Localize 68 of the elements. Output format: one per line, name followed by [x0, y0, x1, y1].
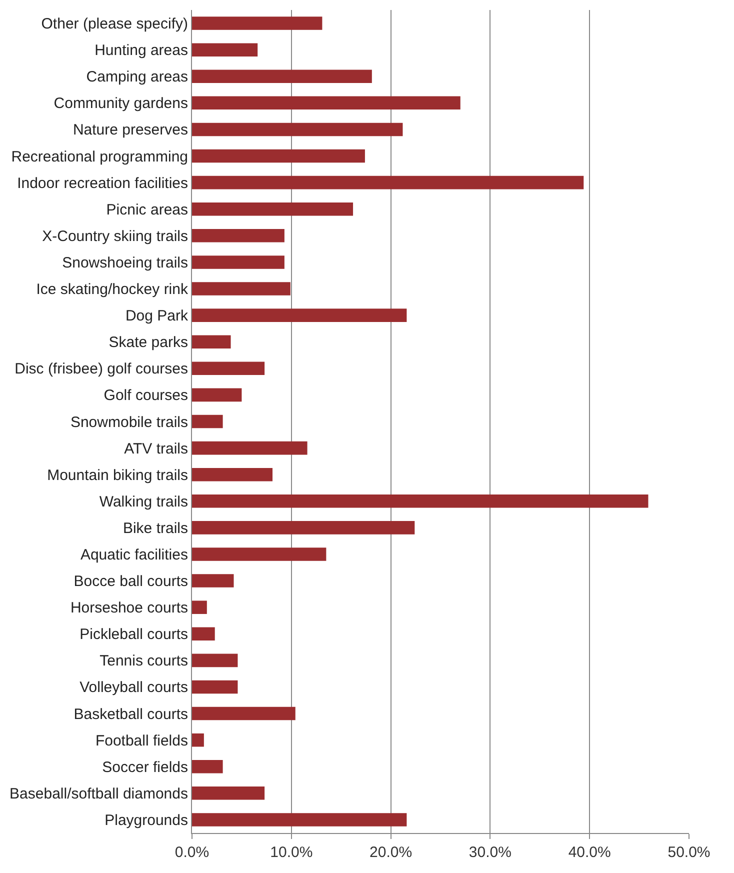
- bar: [192, 627, 215, 641]
- y-tick-label: Bocce ball courts: [74, 573, 188, 590]
- y-tick-label: Camping areas: [86, 68, 188, 86]
- y-tick-label: Community gardens: [54, 95, 188, 112]
- bar: [192, 202, 354, 216]
- y-tick-label: Mountain biking trails: [47, 466, 188, 484]
- bar: [192, 388, 242, 402]
- y-tick-label: Snowmobile trails: [70, 414, 188, 431]
- bar: [192, 229, 284, 242]
- bar: [192, 813, 407, 826]
- bar: [192, 282, 290, 296]
- y-tick-label: Golf courses: [104, 387, 188, 404]
- y-tick-label: Bike trails: [122, 520, 188, 537]
- y-tick-label: Soccer fields: [102, 758, 188, 776]
- bar: [192, 308, 407, 322]
- x-tick-label: 50.0%: [668, 844, 710, 861]
- y-tick-label: Dog Park: [125, 308, 188, 325]
- bar: [192, 680, 238, 694]
- bar: [192, 521, 415, 534]
- bar: [192, 362, 265, 376]
- y-tick-label: Football fields: [95, 732, 188, 750]
- y-tick-label: Snowshoeing trails: [62, 254, 188, 272]
- y-tick-label: Recreational programming: [11, 148, 188, 166]
- bar: [192, 414, 223, 428]
- bar: [192, 335, 231, 348]
- y-tick-label: Pickleball courts: [80, 626, 188, 644]
- bar: [192, 706, 296, 720]
- x-tick-label: 0.0%: [174, 844, 210, 861]
- bar: [192, 176, 584, 190]
- y-tick-label: Ice skating/hockey rink: [36, 281, 188, 298]
- bar: [192, 760, 223, 774]
- bar: [192, 733, 204, 747]
- y-tick-label: Indoor recreation facilities: [17, 174, 188, 192]
- y-tick-label: X-Country skiing trails: [42, 228, 188, 245]
- bar: [192, 654, 238, 668]
- x-tick-label: 40.0%: [568, 844, 611, 861]
- bar: [192, 468, 273, 482]
- bar: [192, 494, 648, 508]
- bar: [192, 149, 365, 163]
- bar: [192, 548, 326, 561]
- y-tick-label: Volleyball courts: [80, 679, 188, 696]
- bar: [192, 256, 284, 269]
- x-tick-label: 30.0%: [468, 844, 512, 861]
- y-tick-label: Picnic areas: [106, 201, 188, 218]
- bar: [192, 43, 258, 56]
- y-tick-label: Playgrounds: [104, 812, 188, 829]
- bar: [192, 96, 460, 110]
- x-tick-label: 20.0%: [370, 844, 412, 861]
- y-tick-label: ATV trails: [124, 440, 188, 458]
- y-tick-label: Tennis courts: [100, 652, 188, 670]
- y-tick-label: Other (please specify): [41, 16, 188, 33]
- bar: [192, 16, 322, 30]
- y-tick-label: Disc (frisbee) golf courses: [14, 360, 188, 378]
- x-tick-label: 10.0%: [270, 844, 313, 861]
- y-tick-label: Skate parks: [108, 334, 188, 352]
- y-tick-label: Nature preserves: [72, 122, 188, 139]
- y-tick-label: Aquatic facilities: [80, 546, 188, 564]
- bar: [192, 574, 234, 588]
- y-tick-label: Basketball courts: [74, 706, 188, 723]
- y-tick-label: Hunting areas: [94, 42, 188, 60]
- bar: [192, 70, 372, 84]
- y-tick-label: Baseball/softball diamonds: [10, 785, 188, 802]
- bar: [192, 600, 207, 614]
- bar: [192, 786, 265, 800]
- y-tick-label: Horseshoe courts: [70, 600, 188, 617]
- y-tick-label: Walking trails: [99, 493, 188, 510]
- bar: [192, 122, 403, 136]
- bar: [192, 441, 308, 455]
